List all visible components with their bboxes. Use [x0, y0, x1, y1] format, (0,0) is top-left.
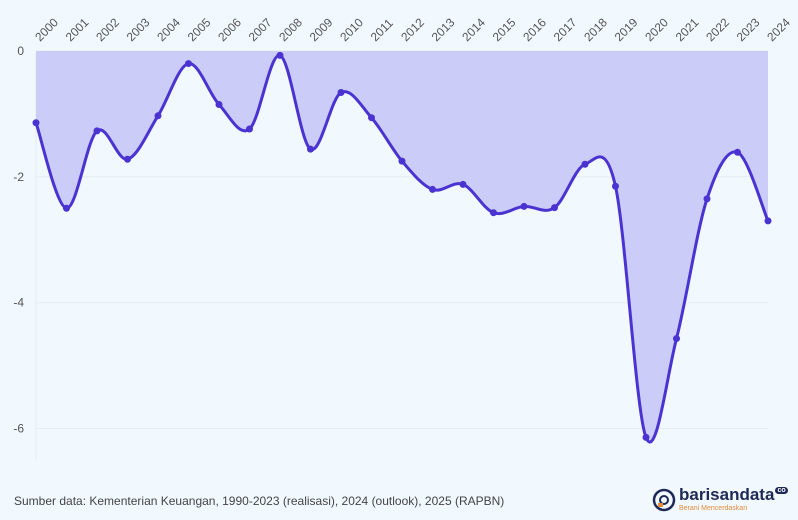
source-note: Sumber data: Kementerian Keuangan, 1990-… — [14, 494, 505, 508]
logo-tagline: Berani Mencerdaskan — [679, 505, 748, 512]
x-tick-label: 2001 — [63, 15, 92, 44]
x-tick-label: 2024 — [764, 15, 793, 44]
data-point — [337, 89, 345, 97]
data-point — [551, 204, 558, 212]
data-point — [764, 217, 772, 225]
x-tick-label: 2016 — [520, 15, 549, 44]
x-tick-label: 2011 — [368, 16, 396, 44]
x-tick-label: 2023 — [734, 15, 763, 44]
x-tick-label: 2022 — [703, 15, 732, 44]
data-point — [93, 127, 101, 135]
data-point — [673, 335, 680, 343]
x-tick-label: 2004 — [154, 15, 183, 44]
x-tick-label: 2013 — [429, 15, 458, 44]
x-tick-label: 2020 — [642, 15, 671, 44]
data-point — [185, 60, 192, 68]
logo-name: barisandata — [679, 485, 775, 504]
logo-icon — [652, 488, 676, 512]
data-point — [703, 195, 711, 203]
data-point — [63, 204, 70, 212]
data-point — [32, 119, 40, 127]
y-tick-label: -6 — [13, 422, 24, 436]
x-tick-label: 2000 — [32, 15, 61, 44]
x-tick-label: 2014 — [459, 15, 488, 44]
data-point — [612, 182, 619, 190]
x-tick-label: 2007 — [246, 15, 275, 44]
logo: barisandata co Berani Mencerdaskan — [652, 485, 788, 513]
x-tick-label: 2006 — [215, 15, 244, 44]
x-tick-label: 2018 — [581, 15, 610, 44]
data-point — [459, 180, 467, 188]
logo-suffix: co — [775, 487, 788, 494]
data-point — [520, 202, 528, 210]
x-tick-label: 2003 — [124, 15, 153, 44]
area-fill — [36, 51, 768, 443]
data-point — [734, 148, 741, 156]
data-point — [490, 209, 497, 217]
data-point — [429, 185, 436, 193]
x-tick-label: 2017 — [551, 15, 580, 44]
data-point — [642, 433, 650, 441]
x-tick-label: 2012 — [398, 15, 427, 44]
x-tick-label: 2019 — [612, 15, 641, 44]
data-point — [581, 160, 589, 168]
data-point — [398, 157, 406, 165]
data-point — [124, 155, 131, 163]
y-tick-label: -4 — [13, 296, 24, 310]
data-point — [154, 112, 162, 120]
data-point — [307, 145, 314, 153]
x-tick-label: 2010 — [337, 15, 366, 44]
x-tick-label: 2005 — [185, 15, 214, 44]
y-tick-label: -2 — [13, 170, 24, 184]
data-point — [368, 114, 375, 122]
x-tick-label: 2021 — [673, 15, 702, 44]
x-tick-label: 2009 — [307, 15, 336, 44]
y-tick-label: 0 — [17, 44, 24, 58]
data-point — [215, 100, 223, 108]
x-tick-label: 2008 — [276, 15, 305, 44]
data-point — [276, 51, 284, 59]
data-point — [246, 125, 253, 133]
x-tick-label: 2002 — [93, 15, 122, 44]
x-tick-label: 2015 — [490, 15, 519, 44]
